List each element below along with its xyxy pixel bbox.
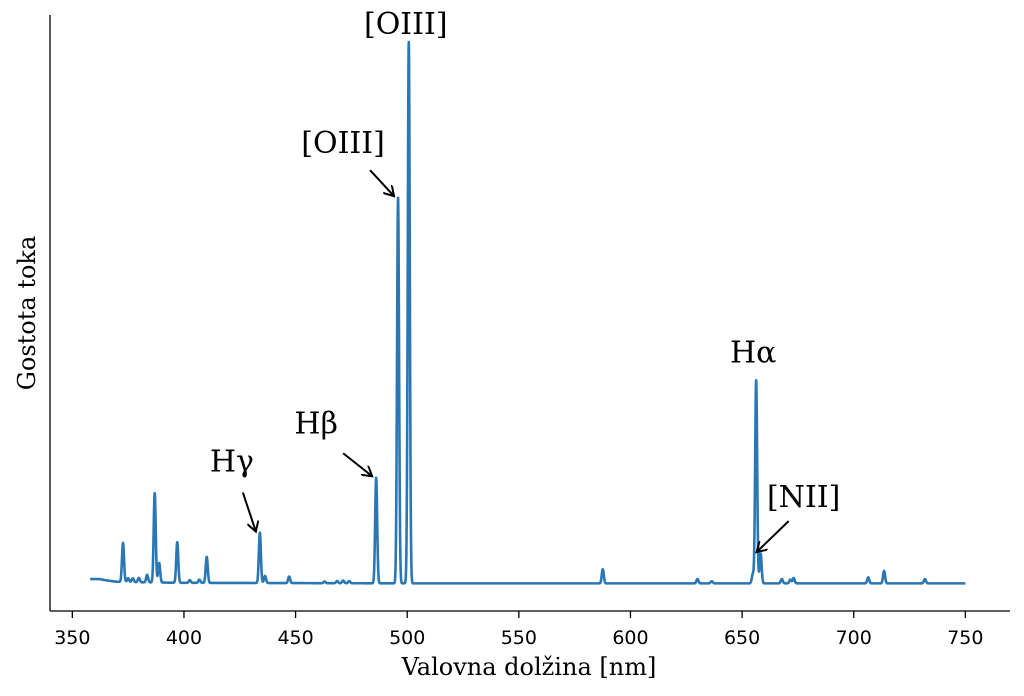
x-tick-label: 450: [277, 627, 313, 649]
x-ticks: 350 400 450 500 550 600 650 700 750: [54, 611, 983, 649]
annotation-label: Hγ: [210, 445, 254, 480]
annotation-arrow: [757, 520, 790, 552]
x-tick-label: 600: [612, 627, 648, 649]
x-tick-label: 550: [501, 627, 537, 649]
annotation-label: [OIII]: [301, 126, 385, 161]
y-axis-label: Gostota toka: [13, 236, 41, 391]
x-tick-label: 500: [389, 627, 425, 649]
x-tick-label: 700: [836, 627, 872, 649]
line-annotations: [OIII] [OIII] Hα Hβ Hγ [NII]: [210, 7, 840, 552]
annotation-arrow: [241, 492, 256, 532]
annotation-label: Hα: [730, 336, 776, 371]
spectrum-line: [89, 40, 967, 585]
x-tick-label: 400: [166, 627, 202, 649]
annotation-label: Hβ: [294, 406, 338, 441]
annotation-arrow: [369, 169, 394, 196]
x-tick-label: 350: [54, 627, 90, 649]
x-tick-label: 650: [724, 627, 760, 649]
annotation-label: [OIII]: [364, 7, 448, 42]
x-axis-label: Valovna dolžina [nm]: [401, 653, 657, 681]
annotation-arrow: [342, 452, 372, 476]
annotation-label: [NII]: [767, 480, 840, 515]
x-tick-label: 750: [947, 627, 983, 649]
